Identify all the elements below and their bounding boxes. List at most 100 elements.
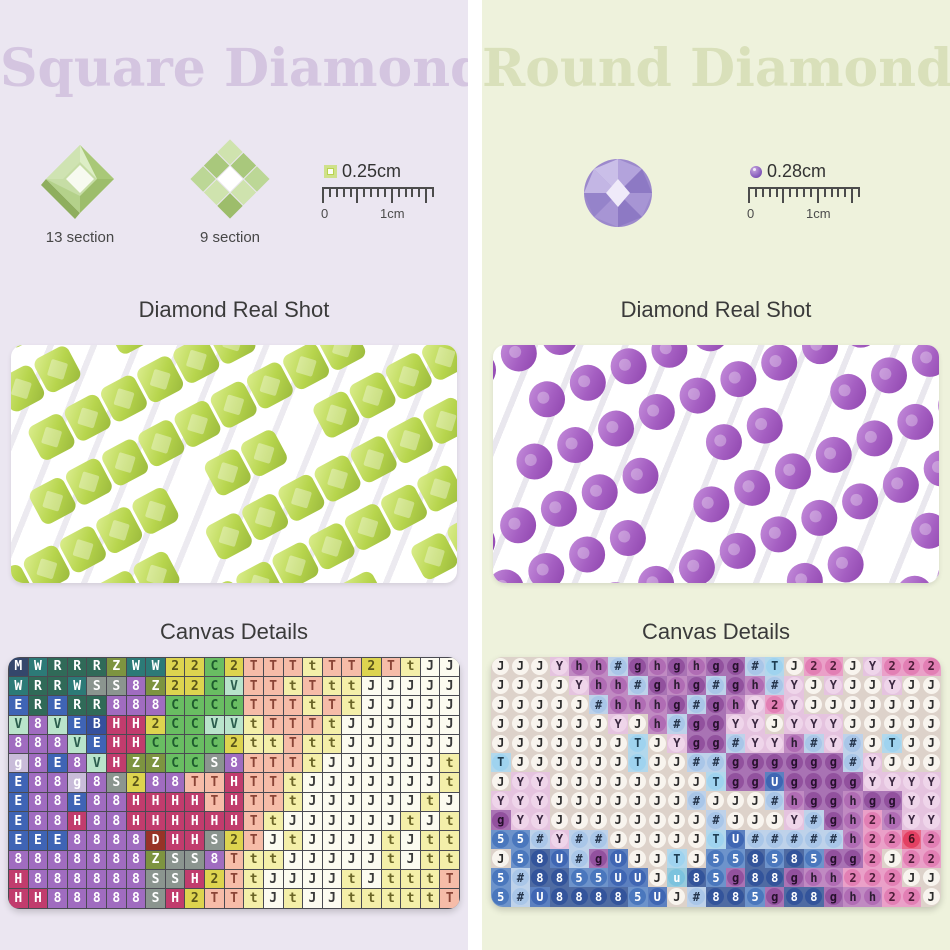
canvas-cell: E [9,773,28,792]
canvas-cell: J [361,792,381,812]
canvas-cell: t [263,812,283,831]
canvas-cell: # [804,810,824,830]
canvas-cell: 8 [764,868,785,888]
canvas-cell: J [530,733,550,753]
canvas-cell: J [263,869,283,889]
canvas-cell: J [588,771,609,792]
canvas-cell: h [647,695,668,715]
real-shot-photo-square [11,344,457,583]
canvas-cell: 8 [165,773,185,792]
canvas-cell: Y [862,771,883,792]
canvas-cell: C [185,696,205,715]
canvas-cell: E [9,696,28,715]
canvas-cell: U [530,887,550,907]
canvas-cell: J [283,812,303,831]
canvas-cell: J [901,868,922,888]
canvas-cell: T [263,657,283,676]
canvas-cell: J [569,714,589,734]
canvas-cell: J [745,791,765,811]
canvas-cell: E [9,812,28,831]
canvas-cell: J [342,850,361,869]
canvas-cell: J [647,868,668,888]
canvas-cell: U [647,887,668,907]
canvas-cell: J [361,773,381,792]
canvas-cell: J [921,887,941,907]
canvas-cell: J [608,810,628,830]
canvas-cell: t [420,889,440,908]
canvas-cell: J [667,771,687,792]
canvas-cell: J [588,733,609,753]
canvas-cell: g [667,695,687,715]
canvas-cell: # [706,752,726,772]
canvas-cell: 8 [67,850,87,869]
canvas-cell: t [263,850,283,869]
ruler-icon [748,187,860,204]
size-label-row: 0.28cm [748,161,826,182]
canvas-cell: J [627,829,648,849]
canvas-cell: C [165,734,185,754]
canvas-cell: W [28,657,48,676]
icon-block-round-gem [560,155,676,231]
canvas-cell: 8 [87,792,107,812]
canvas-cell: u [667,868,687,888]
gem [836,478,884,525]
gem-size-label: 0.25cm [342,161,402,182]
canvas-cell: J [420,734,440,754]
canvas-cell: t [401,889,420,908]
canvas-cell: # [686,695,707,715]
canvas-cell: t [440,831,459,850]
gem [821,541,869,583]
canvas-cell: H [224,792,244,812]
canvas-cell: B [87,715,107,734]
canvas-cell: g [784,752,805,772]
canvas-cell: J [381,734,401,754]
canvas-cell: 8 [126,850,146,869]
canvas-cell: W [67,676,87,696]
canvas-cell: Y [901,810,922,830]
canvas-cell: T [440,869,459,889]
canvas-cell: J [420,812,440,831]
gem [616,452,664,500]
canvas-cell: S [107,773,126,792]
canvas-cell: t [420,869,440,889]
canvas-cell: J [381,696,401,715]
canvas-cell: 2 [921,848,941,869]
gem [633,388,680,436]
canvas-cell: 2 [165,676,185,696]
panel-divider [468,0,482,950]
canvas-cell: 8 [107,696,126,715]
canvas-cell: E [9,831,28,850]
canvas-cell: J [361,696,381,715]
canvas-cell: T [667,848,687,869]
gem [931,553,939,583]
canvas-cell: 8 [146,696,165,715]
canvas-cell: U [608,868,628,888]
canvas-cell: g [804,771,824,792]
canvas-cell: t [440,754,459,773]
canvas-cell: # [569,848,589,869]
gem [494,501,542,549]
gem [769,447,817,495]
canvas-cell: 8 [28,754,48,773]
canvas-cell: 2 [185,889,205,908]
canvas-cell: J [322,889,342,908]
canvas-cell: J [401,773,420,792]
canvas-cell: 8 [745,868,765,888]
canvas-cell: S [165,869,185,889]
canvas-cell: 8 [87,889,107,908]
ruler-zero-label: 0 [747,206,755,222]
gem-rows [493,344,939,583]
canvas-cell: H [165,889,185,908]
canvas-cell: J [381,676,401,696]
canvas-cell: H [165,831,185,850]
canvas-cell: t [381,831,401,850]
canvas-cell: T [303,715,322,734]
icons-row-square: 13 section 9 section 0.25cm [0,135,468,251]
canvas-cell: 8 [107,812,126,831]
canvas-cell: H [126,715,146,734]
canvas-cell: J [420,696,440,715]
canvas-cell: Y [745,695,765,715]
canvas-cell: J [361,812,381,831]
canvas-cell: T [205,792,224,812]
gem [11,344,46,351]
